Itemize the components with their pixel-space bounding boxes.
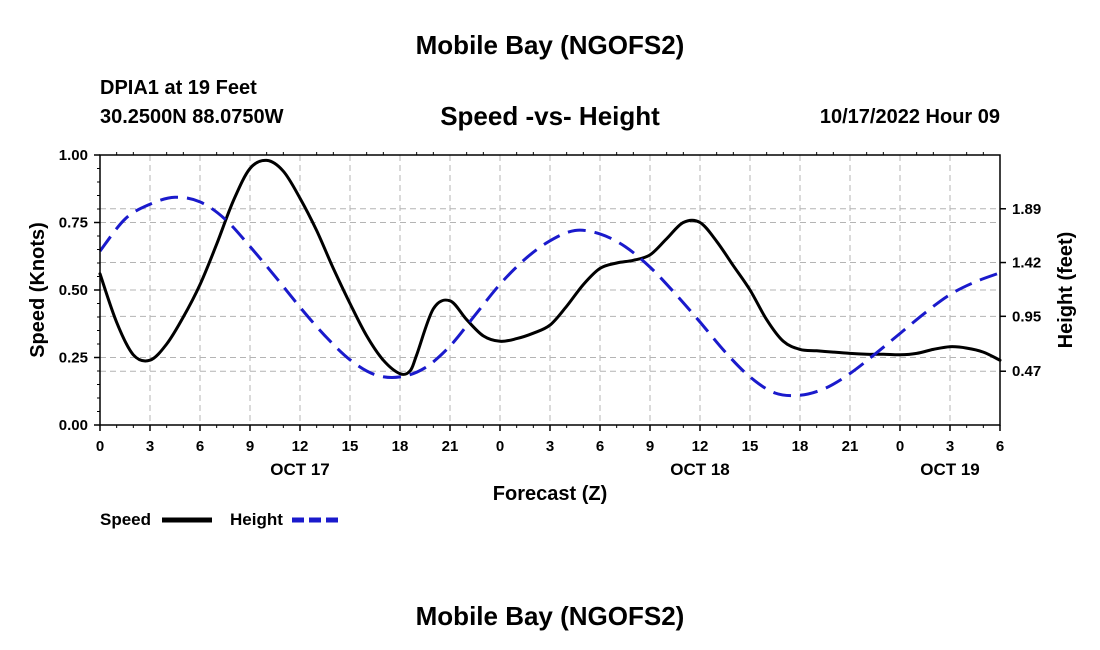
y-axis-label: Speed (Knots) bbox=[27, 222, 49, 358]
x-tick-label: 15 bbox=[742, 438, 759, 455]
footer-chart-title: Mobile Bay (NGOFS2) bbox=[415, 601, 685, 631]
y-tick-label: 0.25 bbox=[59, 350, 88, 367]
legend: Speed Height bbox=[100, 510, 342, 529]
x-tick-label: 0 bbox=[96, 438, 104, 455]
x-tick-label: 6 bbox=[196, 438, 204, 455]
x-tick-label: 21 bbox=[442, 438, 459, 455]
axis-ticks: 0 3 6 9 12 15 18 21 0 3 6 9 12 15 18 21 0 3 6 OCT 17 OCT 18 O… bbox=[59, 147, 1041, 479]
x-tick-label: 9 bbox=[246, 438, 254, 455]
x-tick-label: 3 bbox=[546, 438, 554, 455]
y-tick-label: 0.50 bbox=[59, 282, 88, 299]
x-tick-label: 12 bbox=[692, 438, 709, 455]
chart-main-title: Mobile Bay (NGOFS2) bbox=[415, 30, 685, 60]
x-tick-label: 9 bbox=[646, 438, 654, 455]
x-tick-label: 3 bbox=[946, 438, 954, 455]
x-tick-label: 0 bbox=[496, 438, 504, 455]
series-lines bbox=[98, 158, 1002, 398]
x-tick-label: 12 bbox=[292, 438, 309, 455]
station-coordinates: 30.2500N 88.0750W bbox=[100, 106, 284, 128]
x-tick-label: 15 bbox=[342, 438, 359, 455]
y2-tick-label: 0.47 bbox=[1012, 363, 1041, 380]
y-tick-label: 0.00 bbox=[59, 417, 88, 434]
x-tick-label: 21 bbox=[842, 438, 859, 455]
x-tick-label: 6 bbox=[596, 438, 604, 455]
x-tick-label: 18 bbox=[792, 438, 809, 455]
day-label: OCT 19 bbox=[920, 460, 980, 479]
station-label: DPIA1 at 19 Feet bbox=[100, 77, 257, 99]
series-line-height bbox=[98, 195, 1001, 398]
x-axis-label: Forecast (Z) bbox=[493, 483, 607, 505]
y2-tick-label: 0.95 bbox=[1012, 308, 1041, 325]
x-tick-label: 0 bbox=[896, 438, 904, 455]
x-tick-label: 6 bbox=[996, 438, 1004, 455]
y-tick-label: 0.75 bbox=[59, 215, 88, 232]
x-tick-label: 18 bbox=[392, 438, 409, 455]
x-tick-label: 3 bbox=[146, 438, 154, 455]
series-line-speed bbox=[98, 158, 1002, 376]
grid-lines bbox=[100, 155, 1000, 425]
legend-height-label: Height bbox=[230, 510, 283, 529]
forecast-datetime: 10/17/2022 Hour 09 bbox=[819, 106, 1000, 128]
y2-tick-label: 1.89 bbox=[1012, 201, 1041, 218]
y-tick-label: 1.00 bbox=[59, 147, 88, 164]
legend-speed-label: Speed bbox=[100, 510, 151, 529]
chart-subtitle: Speed -vs- Height bbox=[440, 101, 660, 131]
day-label: OCT 17 bbox=[270, 460, 330, 479]
y2-tick-label: 1.42 bbox=[1012, 255, 1041, 272]
y2-axis-label: Height (feet) bbox=[1055, 232, 1077, 349]
day-label: OCT 18 bbox=[670, 460, 730, 479]
